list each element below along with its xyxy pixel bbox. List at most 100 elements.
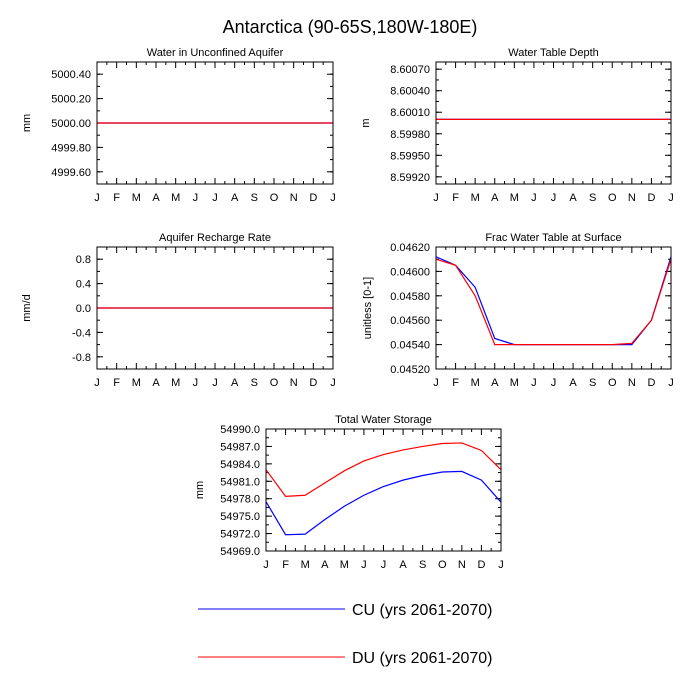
x-tick-label: N: [628, 377, 636, 389]
chart-title: Total Water Storage: [335, 414, 432, 426]
y-tick-label: 0.04560: [390, 315, 430, 327]
x-tick-label: M: [171, 377, 180, 389]
y-tick-label: 0.8: [76, 254, 91, 266]
y-tick-label: -0.4: [72, 327, 91, 339]
chart-title: Frac Water Table at Surface: [485, 232, 621, 244]
x-tick-label: M: [510, 377, 519, 389]
series-line-du: [435, 258, 672, 346]
x-tick-label: M: [171, 192, 180, 204]
y-tick-label: 8.60010: [390, 107, 430, 119]
series-line-du: [265, 442, 502, 498]
x-tick-label: A: [152, 192, 160, 204]
y-tick-label: 54984.0: [220, 459, 260, 471]
y-tick-label: 54978.0: [220, 494, 260, 506]
x-tick-label: J: [551, 192, 557, 204]
x-tick-label: J: [668, 192, 674, 204]
y-axis-label: mm/d: [21, 294, 33, 322]
x-tick-label: J: [193, 377, 199, 389]
legend: CU (yrs 2061-2070) DU (yrs 2061-2070): [198, 602, 493, 667]
x-tick-label: F: [113, 377, 120, 389]
plot-frame: [435, 246, 672, 370]
x-tick-label: D: [309, 192, 317, 204]
x-tick-label: M: [132, 192, 141, 204]
x-tick-label: F: [282, 559, 289, 571]
x-tick-label: N: [458, 559, 466, 571]
y-tick-label: 54975.0: [220, 511, 260, 523]
x-tick-label: M: [471, 192, 480, 204]
series-line-cu: [435, 256, 672, 346]
plot-frame: [96, 246, 334, 370]
y-tick-label: 5000.00: [51, 118, 91, 130]
x-tick-label: M: [132, 377, 141, 389]
x-tick-label: J: [433, 192, 439, 204]
x-tick-label: A: [321, 559, 329, 571]
x-tick-label: J: [498, 559, 504, 571]
x-tick-label: J: [212, 377, 218, 389]
figure-title: Antarctica (90-65S,180W-180E): [223, 17, 478, 37]
x-tick-label: J: [361, 559, 367, 571]
y-tick-label: 8.59950: [390, 150, 430, 162]
y-tick-label: 0.04540: [390, 340, 430, 352]
x-tick-label: J: [330, 192, 336, 204]
x-tick-label: O: [270, 377, 279, 389]
y-axis-label: m: [360, 118, 372, 127]
x-tick-label: J: [668, 377, 674, 389]
x-tick-label: N: [628, 192, 636, 204]
x-tick-label: M: [301, 559, 310, 571]
x-tick-label: S: [419, 559, 426, 571]
series-line-cu: [265, 470, 502, 536]
y-tick-label: 54981.0: [220, 476, 260, 488]
x-tick-label: M: [471, 377, 480, 389]
x-tick-label: M: [340, 559, 349, 571]
y-tick-label: 4999.80: [51, 142, 91, 154]
y-tick-label: 0.04520: [390, 364, 430, 376]
x-tick-label: S: [251, 377, 258, 389]
y-tick-label: 5000.20: [51, 94, 91, 106]
chart-title: Aquifer Recharge Rate: [159, 232, 271, 244]
x-tick-label: D: [647, 377, 655, 389]
x-tick-label: F: [113, 192, 120, 204]
x-tick-label: F: [452, 192, 459, 204]
x-tick-label: J: [263, 559, 269, 571]
x-tick-label: J: [212, 192, 218, 204]
y-tick-label: 54987.0: [220, 441, 260, 453]
y-axis-label: mm: [194, 481, 206, 499]
x-tick-label: A: [569, 377, 577, 389]
x-tick-label: J: [531, 377, 537, 389]
x-tick-label: S: [251, 192, 258, 204]
x-tick-label: J: [433, 377, 439, 389]
x-tick-label: A: [152, 377, 160, 389]
y-axis-label: mm: [21, 114, 33, 132]
x-tick-label: O: [438, 559, 447, 571]
plot-frame: [96, 61, 334, 185]
x-tick-label: A: [231, 377, 239, 389]
x-tick-label: M: [510, 192, 519, 204]
x-tick-label: F: [452, 377, 459, 389]
y-tick-label: 8.60040: [390, 86, 430, 98]
plot-frame: [265, 428, 502, 552]
y-axis-label: unitless [0-1]: [362, 277, 374, 339]
x-tick-label: A: [399, 559, 407, 571]
x-tick-label: D: [309, 377, 317, 389]
y-tick-label: 0.4: [76, 279, 91, 291]
x-tick-label: D: [647, 192, 655, 204]
legend-du-label: DU (yrs 2061-2070): [352, 650, 493, 667]
x-tick-label: D: [477, 559, 485, 571]
x-tick-label: O: [270, 192, 279, 204]
x-tick-label: N: [290, 192, 298, 204]
x-tick-label: J: [94, 192, 100, 204]
x-tick-label: J: [330, 377, 336, 389]
y-tick-label: 8.59920: [390, 172, 430, 184]
y-tick-label: 0.04620: [390, 242, 430, 254]
x-tick-label: J: [531, 192, 537, 204]
y-tick-label: 4999.60: [51, 167, 91, 179]
x-tick-label: J: [94, 377, 100, 389]
x-tick-label: J: [193, 192, 199, 204]
y-tick-label: 54969.0: [220, 546, 260, 558]
y-tick-label: -0.8: [72, 352, 91, 364]
legend-cu-label: CU (yrs 2061-2070): [352, 602, 493, 619]
